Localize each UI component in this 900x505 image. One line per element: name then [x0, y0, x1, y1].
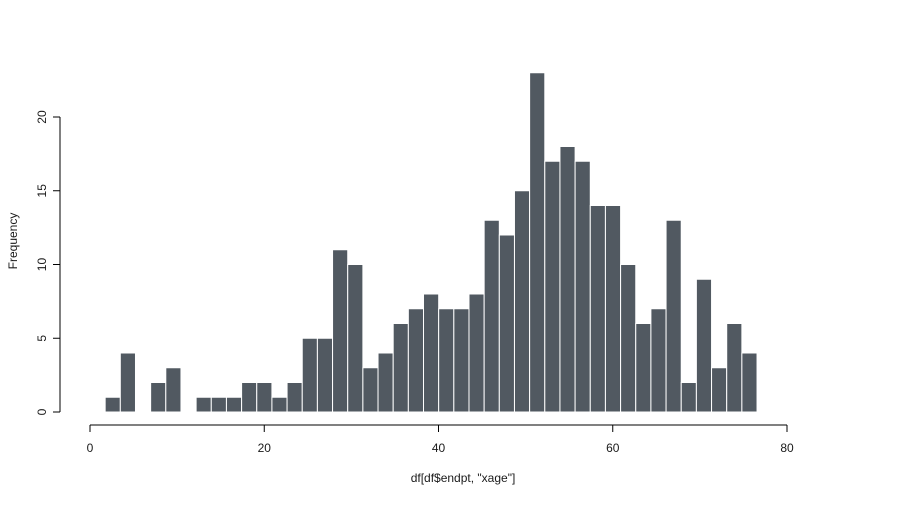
histogram-bar	[286, 382, 303, 413]
histogram-bar	[620, 264, 637, 413]
histogram-bar	[392, 323, 409, 413]
histogram-bar	[438, 308, 455, 413]
x-axis: 0 20 40 60 80	[87, 424, 794, 455]
histogram-bar	[604, 205, 622, 413]
y-axis-label: Frequency	[6, 213, 20, 270]
histogram-bar	[316, 337, 334, 413]
histogram-bar	[574, 160, 591, 413]
histogram-bar	[362, 367, 379, 413]
histogram-bar	[347, 264, 364, 413]
histogram-bar	[301, 337, 318, 413]
x-tick-label: 0	[87, 441, 94, 455]
histogram-bar	[377, 352, 394, 413]
y-tick-label: 0	[35, 408, 49, 415]
histogram-bar	[741, 352, 758, 413]
x-axis-label: df[df$endpt, "xage"]	[411, 471, 516, 485]
histogram-bar	[407, 308, 425, 413]
histogram-bar	[635, 323, 652, 413]
histogram-bar	[468, 293, 485, 413]
histogram-bar	[119, 352, 136, 413]
y-axis: 0 5 10 15 20	[35, 110, 61, 415]
histogram-bar	[711, 367, 728, 413]
histogram-bar	[695, 278, 713, 413]
y-tick-label: 5	[35, 335, 49, 342]
x-tick-label: 60	[606, 441, 620, 455]
histogram-bar	[529, 72, 546, 413]
histogram-bar	[271, 396, 288, 413]
histogram-bar	[332, 249, 349, 413]
histogram-bar	[165, 367, 182, 413]
histogram-bar	[195, 396, 212, 413]
histogram-bar	[225, 396, 243, 413]
y-tick-label: 15	[35, 184, 49, 198]
y-tick-label: 10	[35, 258, 49, 272]
histogram-bar	[513, 190, 531, 413]
histogram-bar	[498, 234, 515, 413]
bars-layer	[104, 72, 758, 413]
histogram-bar	[453, 308, 470, 413]
histogram-bar	[483, 219, 500, 413]
histogram-bar	[589, 205, 606, 413]
histogram-bar	[726, 323, 743, 413]
histogram-bar	[423, 293, 440, 413]
y-tick-label: 20	[35, 110, 49, 124]
histogram-bar	[256, 382, 273, 413]
x-tick-label: 40	[432, 441, 446, 455]
histogram-bar	[241, 382, 258, 413]
histogram-bar	[544, 160, 561, 413]
histogram-bar	[559, 146, 576, 413]
histogram-bar	[665, 219, 682, 413]
histogram-bar	[650, 308, 667, 413]
histogram-bar	[210, 396, 227, 413]
x-tick-label: 80	[780, 441, 794, 455]
histogram-bar	[104, 396, 121, 413]
histogram-bar	[680, 382, 697, 413]
x-tick-label: 20	[258, 441, 272, 455]
histogram-bar	[150, 382, 167, 413]
